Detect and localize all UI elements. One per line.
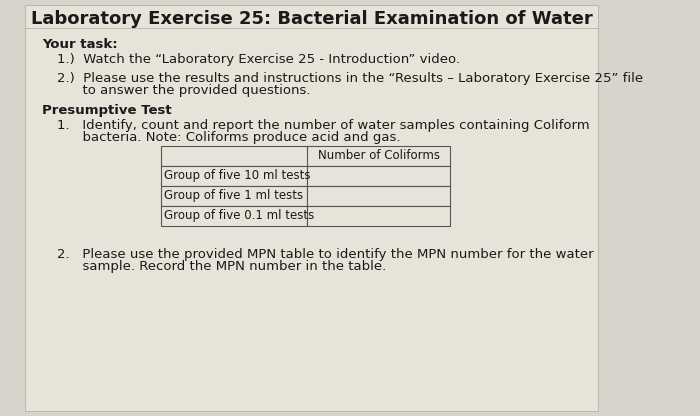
- Text: sample. Record the MPN number in the table.: sample. Record the MPN number in the tab…: [57, 260, 386, 273]
- Text: Group of five 1 ml tests: Group of five 1 ml tests: [164, 189, 303, 202]
- Bar: [307, 206, 450, 226]
- Text: 2.   Please use the provided MPN table to identify the MPN number for the water: 2. Please use the provided MPN table to …: [57, 248, 594, 261]
- Text: 2.)  Please use the results and instructions in the “Results – Laboratory Exerci: 2.) Please use the results and instructi…: [57, 72, 643, 85]
- FancyBboxPatch shape: [25, 5, 598, 411]
- Bar: [161, 206, 307, 226]
- Text: Your task:: Your task:: [43, 38, 118, 51]
- Text: to answer the provided questions.: to answer the provided questions.: [57, 84, 311, 97]
- Bar: [307, 166, 450, 186]
- Bar: [161, 186, 307, 206]
- Text: 1.   Identify, count and report the number of water samples containing Coliform: 1. Identify, count and report the number…: [57, 119, 589, 132]
- Text: bacteria. Note: Coliforms produce acid and gas.: bacteria. Note: Coliforms produce acid a…: [57, 131, 400, 144]
- Text: Group of five 10 ml tests: Group of five 10 ml tests: [164, 169, 311, 182]
- Bar: [307, 186, 450, 206]
- Text: Group of five 0.1 ml tests: Group of five 0.1 ml tests: [164, 209, 314, 222]
- Text: 1.)  Watch the “Laboratory Exercise 25 - Introduction” video.: 1.) Watch the “Laboratory Exercise 25 - …: [57, 53, 460, 66]
- Bar: [161, 166, 307, 186]
- Text: Number of Coliforms: Number of Coliforms: [318, 149, 440, 162]
- Text: Laboratory Exercise 25: Bacterial Examination of Water: Laboratory Exercise 25: Bacterial Examin…: [31, 10, 593, 28]
- Bar: [161, 146, 450, 166]
- Text: Presumptive Test: Presumptive Test: [43, 104, 172, 117]
